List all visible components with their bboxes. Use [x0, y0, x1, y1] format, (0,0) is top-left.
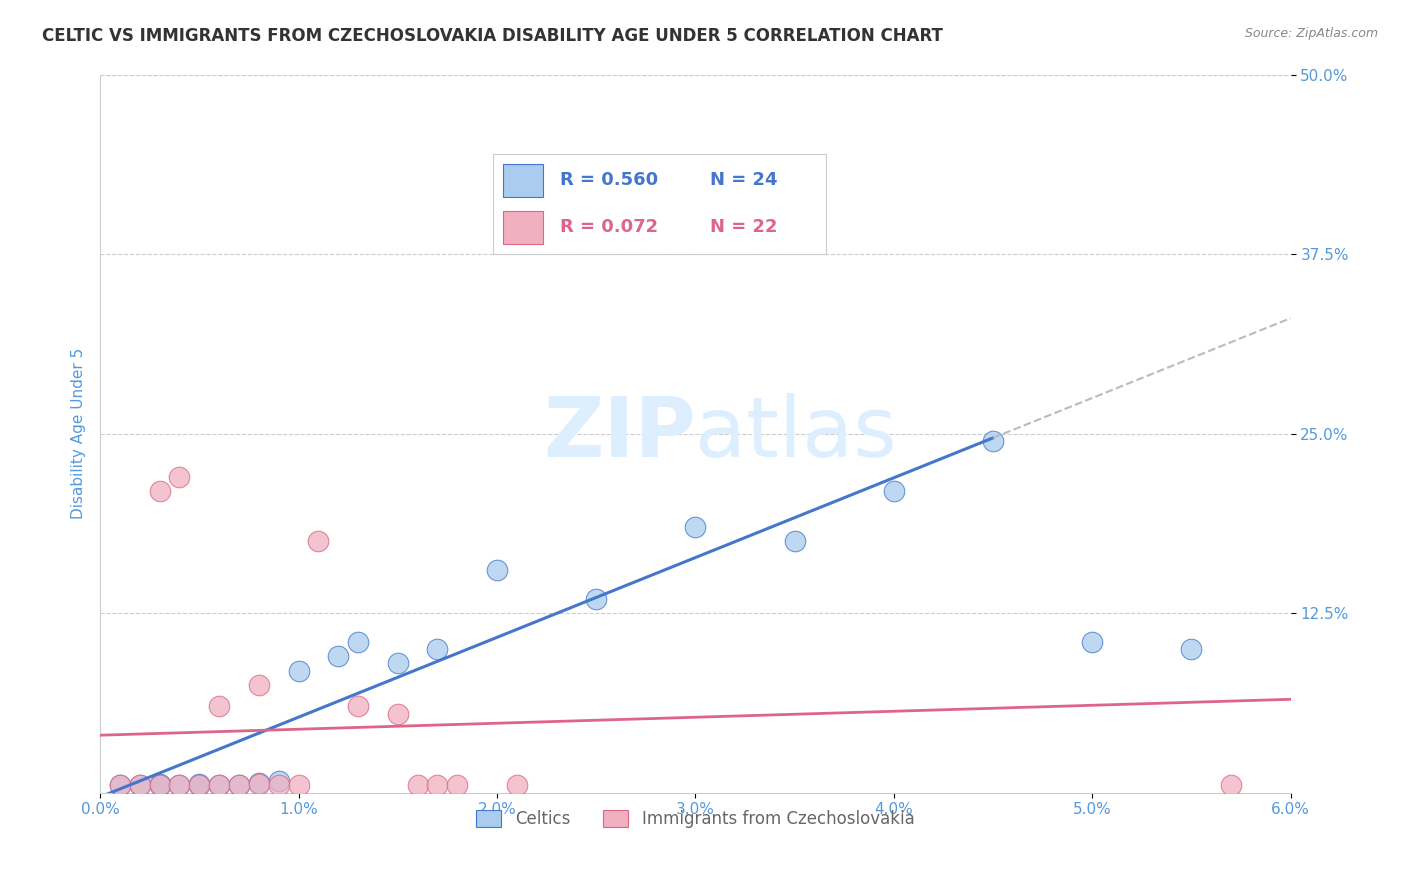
Point — [169, 779, 191, 793]
Point — [149, 483, 172, 498]
Point — [426, 779, 449, 793]
Point — [1220, 779, 1243, 793]
Point — [328, 649, 350, 664]
Point — [188, 779, 211, 793]
Point — [228, 779, 250, 793]
Point — [387, 706, 409, 721]
Point — [188, 779, 211, 793]
Point — [108, 779, 131, 793]
Text: Source: ZipAtlas.com: Source: ZipAtlas.com — [1244, 27, 1378, 40]
Point — [128, 779, 150, 793]
Point — [347, 699, 370, 714]
Y-axis label: Disability Age Under 5: Disability Age Under 5 — [72, 348, 86, 519]
Point — [208, 699, 231, 714]
Point — [446, 779, 468, 793]
Point — [307, 534, 329, 549]
Point — [981, 434, 1004, 448]
Point — [783, 534, 806, 549]
Point — [426, 642, 449, 657]
Point — [585, 591, 607, 606]
Point — [208, 779, 231, 793]
Point — [108, 779, 131, 793]
Point — [169, 469, 191, 483]
Point — [208, 779, 231, 793]
Point — [149, 779, 172, 793]
Point — [506, 779, 529, 793]
Point — [485, 563, 508, 577]
Text: CELTIC VS IMMIGRANTS FROM CZECHOSLOVAKIA DISABILITY AGE UNDER 5 CORRELATION CHAR: CELTIC VS IMMIGRANTS FROM CZECHOSLOVAKIA… — [42, 27, 943, 45]
Point — [169, 779, 191, 793]
Point — [1081, 635, 1104, 649]
Point — [1180, 642, 1202, 657]
Text: atlas: atlas — [696, 393, 897, 474]
Point — [228, 779, 250, 793]
Text: ZIP: ZIP — [543, 393, 696, 474]
Legend: Celtics, Immigrants from Czechoslovakia: Celtics, Immigrants from Czechoslovakia — [470, 803, 921, 835]
Point — [267, 779, 290, 793]
Point — [267, 774, 290, 789]
Point — [387, 657, 409, 671]
Point — [149, 777, 172, 791]
Point — [128, 779, 150, 793]
Point — [406, 779, 429, 793]
Point — [685, 520, 707, 534]
Point — [883, 483, 905, 498]
Point — [149, 779, 172, 793]
Point — [188, 777, 211, 791]
Point — [287, 664, 309, 678]
Point — [287, 779, 309, 793]
Point — [347, 635, 370, 649]
Point — [247, 775, 270, 789]
Point — [247, 777, 270, 791]
Point — [247, 678, 270, 692]
